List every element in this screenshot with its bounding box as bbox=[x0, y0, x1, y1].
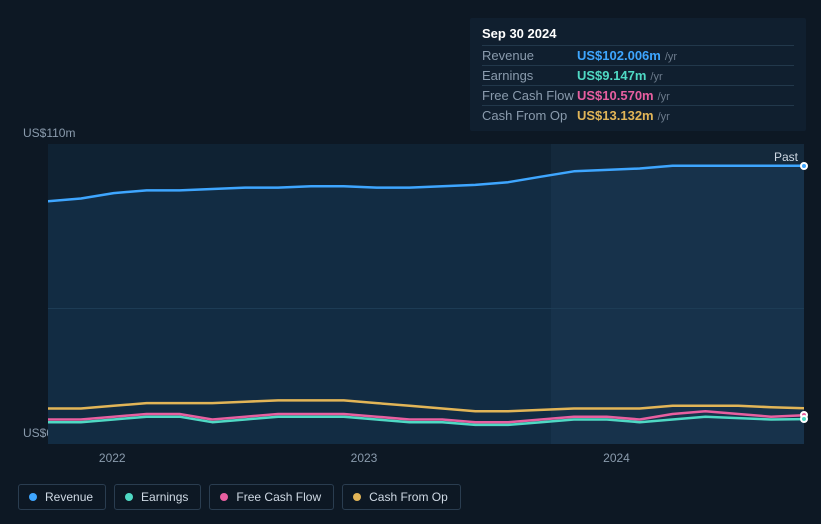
legend-label: Cash From Op bbox=[369, 490, 448, 504]
legend-item[interactable]: Cash From Op bbox=[342, 484, 461, 510]
x-tick-label: 2024 bbox=[603, 451, 630, 465]
series-lines bbox=[48, 144, 804, 444]
legend: Revenue Earnings Free Cash Flow Cash From O… bbox=[18, 484, 461, 510]
legend-item[interactable]: Free Cash Flow bbox=[209, 484, 334, 510]
tooltip-metric-label: Earnings bbox=[482, 68, 577, 83]
tooltip-date: Sep 30 2024 bbox=[482, 26, 794, 45]
tooltip-metric-value: US$9.147m bbox=[577, 68, 646, 83]
legend-dot-icon bbox=[125, 493, 133, 501]
tooltip-row: Free Cash FlowUS$10.570m/yr bbox=[482, 85, 794, 105]
edge-marker bbox=[800, 162, 808, 170]
tooltip-metric-unit: /yr bbox=[650, 71, 662, 83]
y-label-top: US$110m bbox=[23, 126, 75, 140]
tooltip-metric-label: Free Cash Flow bbox=[482, 88, 577, 103]
tooltip-metric-value: US$13.132m bbox=[577, 108, 654, 123]
legend-item[interactable]: Earnings bbox=[114, 484, 201, 510]
tooltip-metric-unit: /yr bbox=[658, 111, 670, 123]
tooltip-metric-unit: /yr bbox=[665, 51, 677, 63]
tooltip-metric-label: Revenue bbox=[482, 48, 577, 63]
hover-tooltip: Sep 30 2024 RevenueUS$102.006m/yrEarning… bbox=[470, 18, 806, 131]
tooltip-row: Cash From OpUS$13.132m/yr bbox=[482, 105, 794, 125]
legend-item[interactable]: Revenue bbox=[18, 484, 106, 510]
tooltip-row: RevenueUS$102.006m/yr bbox=[482, 45, 794, 65]
x-axis: 2022 2023 2024 bbox=[48, 451, 804, 471]
legend-dot-icon bbox=[353, 493, 361, 501]
tooltip-metric-unit: /yr bbox=[658, 91, 670, 103]
tooltip-row: EarningsUS$9.147m/yr bbox=[482, 65, 794, 85]
edge-marker bbox=[800, 415, 808, 423]
legend-label: Free Cash Flow bbox=[236, 490, 321, 504]
tooltip-metric-value: US$102.006m bbox=[577, 48, 661, 63]
legend-dot-icon bbox=[220, 493, 228, 501]
tooltip-metric-value: US$10.570m bbox=[577, 88, 654, 103]
chart-container: Sep 30 2024 RevenueUS$102.006m/yrEarning… bbox=[0, 0, 821, 524]
x-tick-label: 2022 bbox=[99, 451, 126, 465]
chart-area[interactable]: Past bbox=[17, 144, 804, 444]
legend-dot-icon bbox=[29, 493, 37, 501]
legend-label: Earnings bbox=[141, 490, 188, 504]
tooltip-metric-label: Cash From Op bbox=[482, 108, 577, 123]
x-tick-label: 2023 bbox=[351, 451, 378, 465]
legend-label: Revenue bbox=[45, 490, 93, 504]
